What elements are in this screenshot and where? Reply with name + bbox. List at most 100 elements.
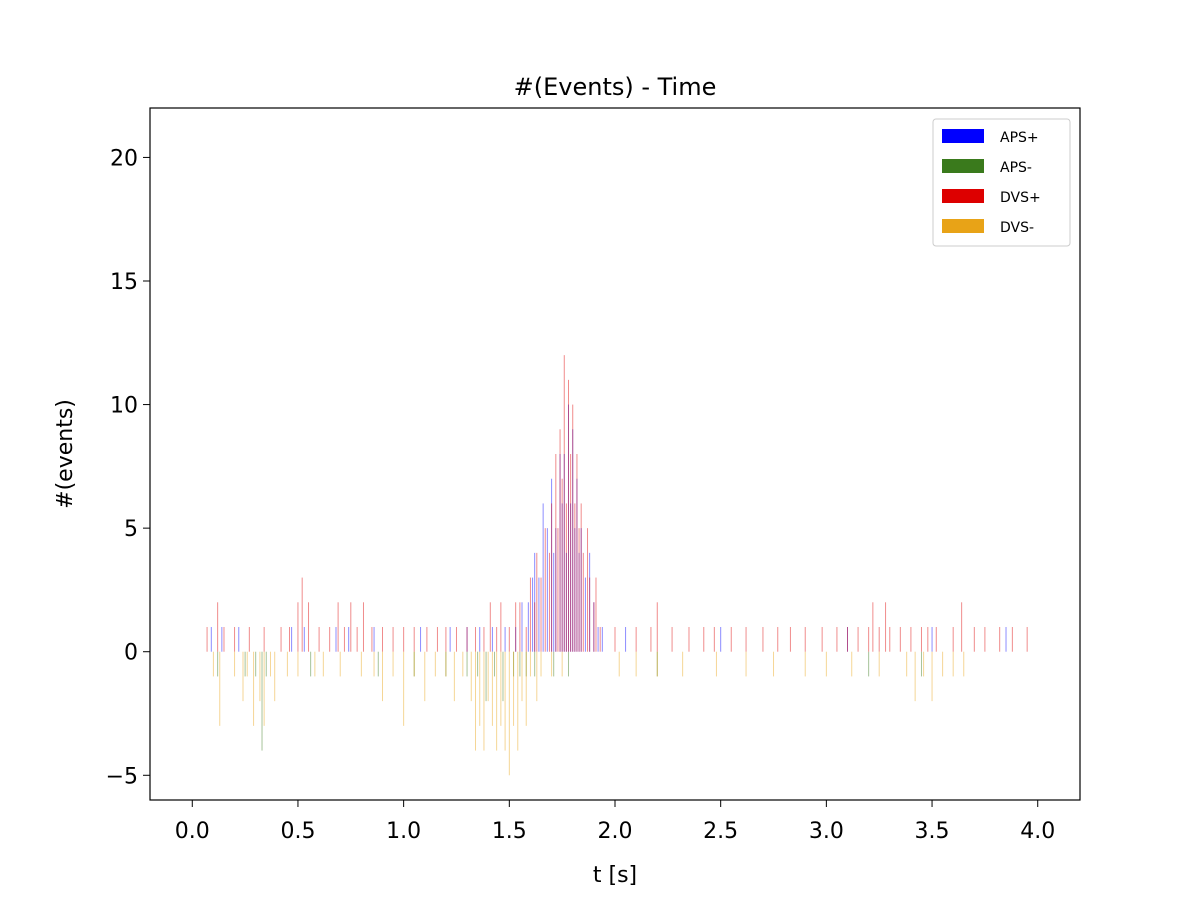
bar-dvsminus-46 — [635, 651, 637, 677]
bar-apsplus-13 — [504, 627, 506, 652]
bar-dvsminus-52 — [804, 651, 806, 677]
bar-apsminus-15 — [519, 651, 521, 677]
bar-dvsplus-91 — [952, 627, 954, 652]
bar-dvsplus-76 — [804, 627, 806, 652]
bar-dvsminus-36 — [513, 651, 515, 726]
bar-dvsplus-70 — [713, 627, 715, 652]
bar-dvsplus-36 — [525, 627, 527, 652]
bar-dvsplus-50 — [568, 379, 569, 652]
bar-dvsminus-44 — [561, 651, 563, 677]
bar-apsplus-4 — [303, 627, 305, 652]
bar-apsplus-45 — [1005, 627, 1007, 652]
bar-apsplus-43 — [847, 627, 848, 652]
bar-dvsminus-51 — [773, 651, 775, 677]
bar-dvsplus-13 — [337, 602, 339, 652]
bar-apsplus-34 — [578, 552, 580, 652]
bar-apsminus-19 — [568, 651, 569, 677]
bar-dvsminus-39 — [525, 651, 527, 726]
bar-apsminus-20 — [656, 651, 658, 677]
bar-dvsplus-94 — [984, 627, 986, 652]
bar-dvsplus-55 — [578, 528, 580, 652]
bar-dvsplus-12 — [329, 627, 331, 652]
bar-dvsplus-3 — [234, 627, 236, 652]
bar-apsminus-6 — [377, 651, 379, 677]
bar-dvsminus-6 — [259, 651, 261, 702]
bar-dvsminus-0 — [212, 651, 214, 677]
bar-apsminus-18 — [553, 651, 555, 677]
bar-dvsplus-81 — [868, 627, 870, 652]
bar-dvsplus-62 — [599, 627, 601, 652]
bar-dvsminus-18 — [392, 651, 394, 677]
y-tick-label: 20 — [110, 146, 138, 171]
bar-dvsplus-18 — [371, 627, 373, 652]
bar-dvsplus-19 — [382, 627, 383, 652]
bar-dvsplus-2 — [223, 627, 225, 652]
bar-apsminus-8 — [445, 651, 447, 677]
bar-dvsminus-25 — [462, 651, 464, 677]
bar-apsminus-2 — [255, 651, 257, 677]
bar-apsplus-14 — [515, 627, 517, 652]
bar-dvsminus-38 — [521, 651, 523, 702]
bar-dvsminus-20 — [413, 651, 415, 677]
bar-apsminus-13 — [502, 651, 504, 702]
bar-apsminus-1 — [244, 651, 246, 677]
bar-dvsplus-44 — [555, 454, 557, 652]
bar-apsminus-0 — [217, 651, 219, 677]
bar-apsplus-2 — [238, 627, 240, 652]
bar-dvsminus-10 — [286, 651, 288, 677]
bar-apsminus-22 — [920, 651, 922, 677]
bar-apsplus-10 — [466, 627, 468, 652]
legend-swatch-dvsminus — [942, 219, 984, 233]
bar-dvsplus-6 — [280, 627, 282, 652]
x-tick-label: 0.5 — [280, 819, 315, 844]
bar-dvsminus-54 — [851, 651, 853, 677]
bar-apsplus-6 — [348, 627, 350, 652]
bar-dvsplus-1 — [217, 602, 219, 652]
bar-dvsplus-89 — [927, 627, 929, 652]
bar-apsplus-19 — [538, 577, 540, 652]
bar-dvsplus-9 — [301, 577, 303, 652]
bar-apsminus-16 — [525, 651, 527, 677]
chart-title: #(Events) - Time — [514, 73, 717, 101]
bar-apsplus-23 — [553, 552, 555, 652]
bar-apsplus-16 — [527, 602, 529, 652]
legend: APS+ APS- DVS+ DVS- — [932, 118, 1071, 247]
bar-dvsminus-56 — [906, 651, 908, 677]
bar-apsplus-25 — [559, 454, 561, 652]
legend-label-apsminus: APS- — [1000, 160, 1032, 176]
bar-dvsplus-39 — [536, 552, 538, 652]
bar-dvsplus-73 — [762, 627, 764, 652]
bar-dvsplus-28 — [475, 627, 476, 652]
bar-apsplus-20 — [542, 503, 544, 652]
bar-dvsplus-49 — [565, 503, 567, 652]
x-tick-label: 0.0 — [175, 819, 210, 844]
bar-dvsminus-45 — [618, 651, 620, 677]
bar-dvsplus-54 — [576, 454, 578, 652]
bar-dvsminus-58 — [923, 651, 925, 677]
bar-dvsminus-19 — [403, 651, 405, 726]
bar-dvsplus-67 — [671, 627, 673, 652]
legend-label-dvsminus: DVS- — [1000, 220, 1034, 236]
bar-dvsplus-88 — [920, 627, 922, 652]
bar-dvsplus-30 — [489, 602, 491, 652]
bar-apsplus-41 — [625, 627, 627, 652]
bar-dvsminus-15 — [360, 651, 362, 677]
bar-dvsplus-87 — [910, 627, 912, 652]
bar-dvsplus-85 — [889, 627, 891, 652]
bar-dvsminus-14 — [339, 651, 341, 677]
bar-dvsplus-11 — [318, 627, 320, 652]
bar-apsplus-30 — [570, 503, 572, 652]
legend-label-apsplus: APS+ — [1000, 130, 1039, 146]
bar-dvsminus-21 — [424, 651, 426, 702]
bar-dvsminus-3 — [242, 651, 244, 702]
bar-dvsplus-10 — [308, 602, 310, 652]
bar-dvsplus-93 — [973, 627, 975, 652]
bar-dvsminus-37 — [517, 651, 519, 751]
plot-frame — [149, 107, 1081, 801]
bar-dvsminus-49 — [715, 651, 717, 677]
bar-dvsminus-48 — [682, 651, 684, 677]
bar-dvsplus-40 — [540, 577, 542, 652]
bar-dvsminus-57 — [914, 651, 916, 702]
bar-dvsminus-17 — [382, 651, 383, 702]
